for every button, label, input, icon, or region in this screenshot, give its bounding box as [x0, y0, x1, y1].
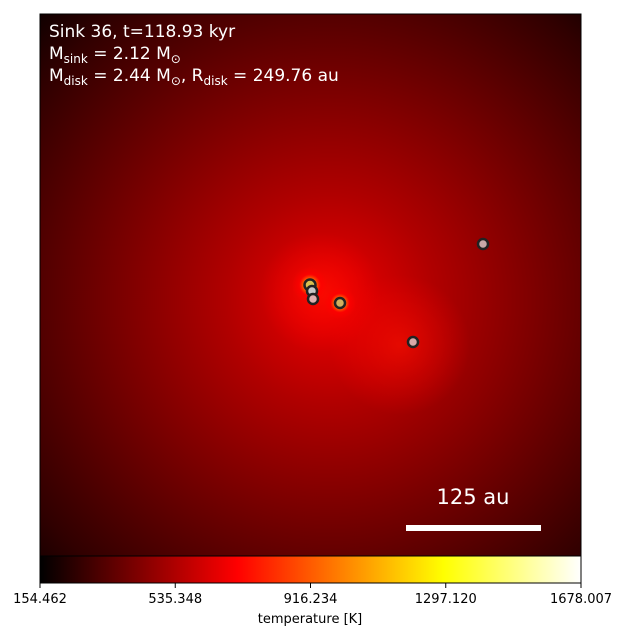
scale-bar: [406, 525, 541, 531]
scale-bar-label: 125 au: [437, 485, 510, 509]
subscript: ⊙: [171, 52, 181, 66]
text-part: = 2.12 M: [88, 44, 171, 64]
text-part: M: [49, 44, 64, 64]
sink: [476, 237, 490, 251]
sink: [306, 292, 320, 306]
colorbar-label: temperature [K]: [258, 612, 363, 627]
tick-label: 1678.007: [550, 592, 612, 607]
sink-mass: Msink = 2.12 M⊙: [49, 44, 181, 66]
text-part: M: [49, 66, 64, 86]
text-part: = 2.44 M: [88, 66, 171, 86]
subscript: ⊙: [171, 74, 181, 88]
tick-label: 916.234: [284, 592, 338, 607]
sink: [406, 335, 420, 349]
text-part: = 249.76 au: [228, 66, 339, 86]
colorbar: [39, 555, 582, 584]
sink: [333, 296, 347, 310]
tick-label: 1297.120: [415, 592, 477, 607]
subscript: disk: [204, 74, 228, 88]
disk-info: Mdisk = 2.44 M⊙, Rdisk = 249.76 au: [49, 66, 339, 88]
tick-label: 535.348: [148, 592, 202, 607]
tick-label: 154.462: [13, 592, 67, 607]
subscript: disk: [64, 74, 88, 88]
sinks: [303, 237, 490, 349]
subscript: sink: [64, 52, 88, 66]
sink-info: Sink 36, t=118.93 kyr: [49, 22, 235, 42]
text-part: , R: [181, 66, 204, 86]
